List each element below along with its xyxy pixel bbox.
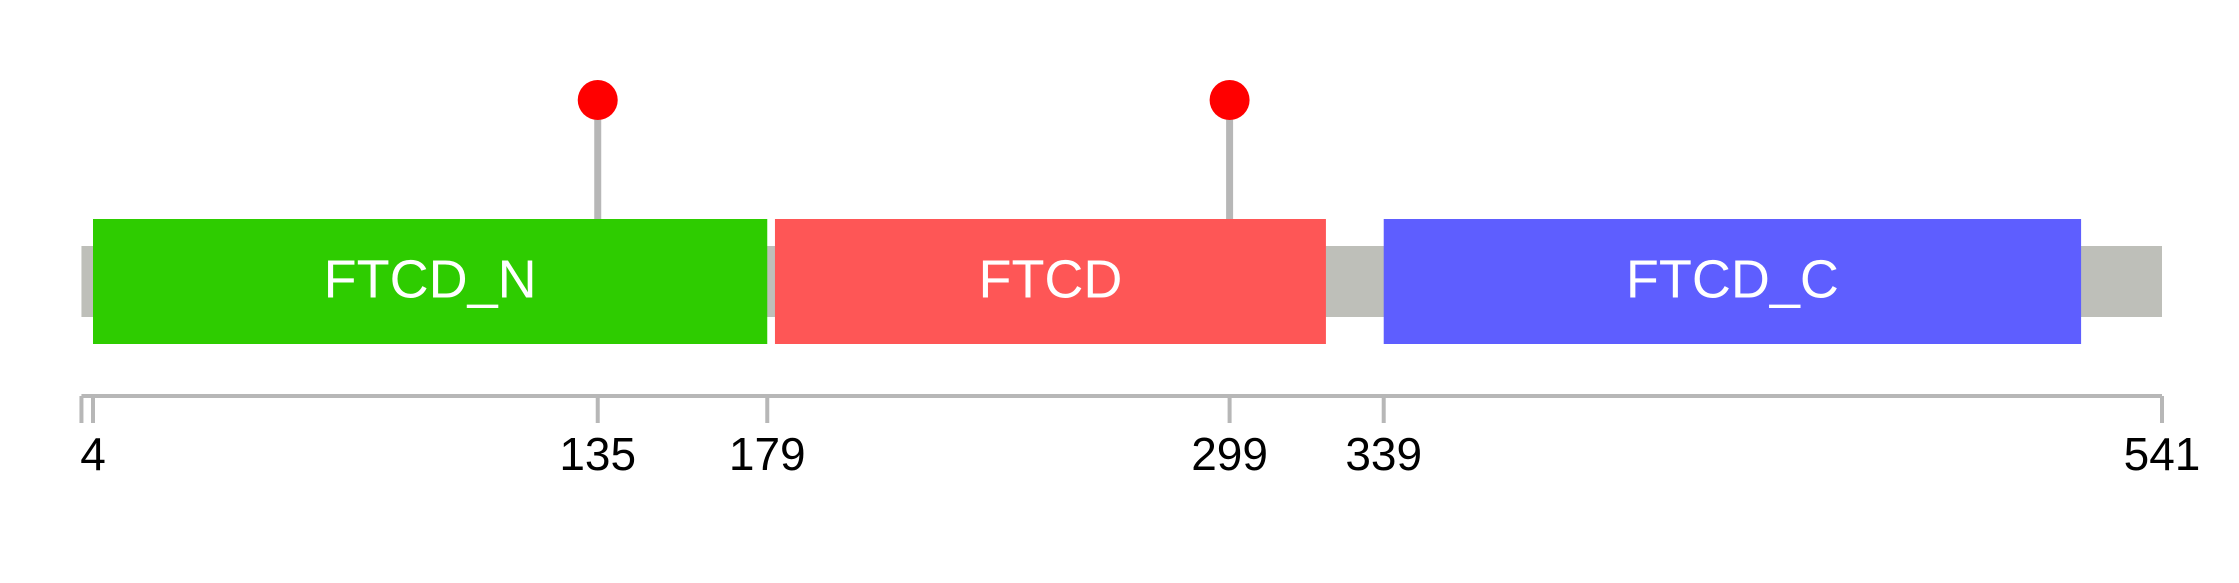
- axis-tick-label: 541: [2124, 428, 2201, 480]
- axis-tick-label: 4: [80, 428, 106, 480]
- mutation-head: [577, 80, 618, 120]
- axis-tick-label: 339: [1345, 428, 1422, 480]
- domain-label: FTCD: [978, 249, 1122, 309]
- domain: [1383, 219, 2082, 344]
- axis-tick-label: 299: [1191, 428, 1268, 480]
- axis-tick-label: 179: [729, 428, 806, 480]
- domain-label: FTCD_N: [324, 249, 537, 309]
- domain: [93, 219, 768, 344]
- mutation-head: [1209, 80, 1250, 120]
- domain: [774, 219, 1326, 344]
- axis-tick-label: 135: [559, 428, 636, 480]
- domain-label: FTCD_C: [1626, 249, 1839, 309]
